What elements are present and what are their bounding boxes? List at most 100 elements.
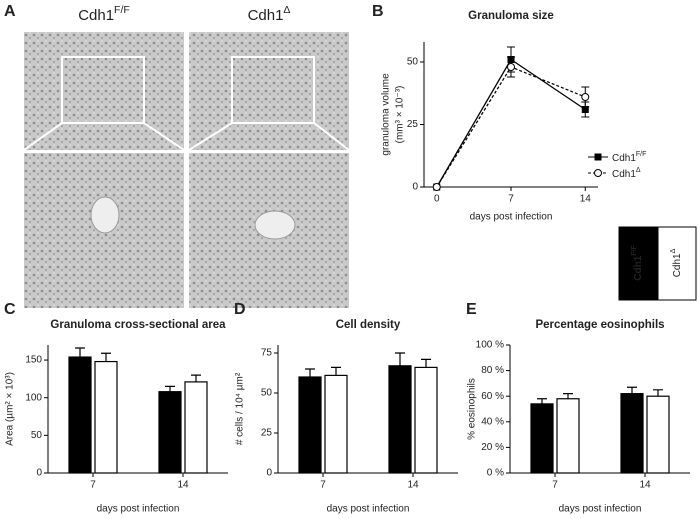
bar bbox=[158, 391, 182, 474]
key-box bbox=[618, 226, 658, 301]
error-bar bbox=[305, 368, 315, 377]
y-tick-label: 40 % bbox=[481, 416, 504, 427]
bar bbox=[184, 381, 208, 474]
y-tick-label: 25 bbox=[261, 428, 273, 439]
y-tick-label: 100 % bbox=[476, 340, 504, 351]
chart-title: Granuloma size bbox=[468, 10, 554, 22]
y-tick-label: 0 % bbox=[487, 468, 504, 479]
key-box bbox=[657, 226, 697, 301]
bar bbox=[324, 374, 348, 474]
zoom-lines bbox=[23, 122, 350, 151]
x-tick-label: 14 bbox=[177, 480, 189, 491]
image-header-sup: Δ bbox=[283, 4, 290, 16]
y-tick-label: 50 bbox=[261, 388, 273, 399]
x-tick-label: 7 bbox=[508, 194, 514, 205]
bar bbox=[94, 360, 118, 474]
vessel bbox=[90, 196, 120, 234]
chart-title: Granuloma cross-sectional area bbox=[50, 319, 226, 331]
x-tick-label: 14 bbox=[580, 194, 592, 205]
legend-label: Cdh1Δ bbox=[612, 167, 641, 179]
error-bar bbox=[563, 393, 573, 399]
y-tick-label: 0 bbox=[412, 182, 418, 193]
key-label-sup: Δ bbox=[670, 248, 677, 253]
x-axis-label: days post infection bbox=[470, 212, 553, 223]
marker bbox=[581, 93, 590, 101]
x-tick-label: 0 bbox=[434, 194, 440, 205]
vessel bbox=[254, 210, 296, 240]
error-bar bbox=[537, 398, 547, 404]
bar bbox=[530, 403, 554, 474]
bar bbox=[388, 365, 412, 474]
y-axis-label: Area (µm² × 10³) bbox=[5, 372, 16, 446]
legend-label-base: Cdh1 bbox=[612, 153, 636, 164]
series-line bbox=[436, 58, 586, 188]
panel-label: D bbox=[234, 301, 246, 318]
image-header-base: Cdh1 bbox=[248, 7, 284, 24]
zoom-box bbox=[61, 56, 145, 124]
bar bbox=[68, 356, 92, 474]
x-tick-label: 7 bbox=[552, 480, 558, 491]
y-axis-label: granuloma volume bbox=[381, 73, 392, 156]
y-axis-label: (mm³ × 10⁻³) bbox=[395, 86, 406, 144]
bar bbox=[646, 395, 670, 474]
y-tick-label: 100 bbox=[25, 392, 42, 403]
y-tick-label: 20 % bbox=[481, 442, 504, 453]
marker bbox=[581, 106, 589, 113]
legend-label-sup: Δ bbox=[636, 167, 641, 174]
x-axis-label: days post infection bbox=[327, 504, 410, 515]
panel-label: B bbox=[372, 3, 384, 20]
x-axis-label: days post infection bbox=[97, 504, 180, 515]
micrographs bbox=[23, 32, 350, 308]
panel-label: C bbox=[4, 301, 16, 318]
x-tick-label: 14 bbox=[407, 480, 419, 491]
key-label-sup: F/F bbox=[631, 245, 638, 256]
y-axis-label: # cells / 10⁴ µm² bbox=[235, 372, 246, 445]
error-bar bbox=[653, 389, 663, 397]
bar bbox=[414, 366, 438, 474]
bar bbox=[620, 393, 644, 474]
panel-label: A bbox=[4, 3, 16, 20]
legend-label-base: Cdh1 bbox=[612, 169, 636, 180]
key-label: Cdh1F/F bbox=[631, 245, 643, 281]
zoom-box bbox=[231, 56, 315, 124]
y-tick-label: 80 % bbox=[481, 365, 504, 376]
chart-title: Percentage eosinophils bbox=[535, 319, 664, 331]
error-bar bbox=[331, 366, 341, 376]
error-bar bbox=[395, 352, 405, 366]
legend-marker bbox=[594, 153, 602, 161]
error-bar bbox=[421, 358, 431, 368]
x-tick-label: 14 bbox=[639, 480, 651, 491]
y-tick-label: 50 bbox=[31, 430, 43, 441]
legend-label-sup: F/F bbox=[636, 151, 647, 158]
marker bbox=[432, 183, 441, 191]
y-tick-label: 25 bbox=[407, 119, 419, 130]
y-tick-label: 150 bbox=[25, 355, 42, 366]
panel-label: E bbox=[466, 301, 477, 318]
y-tick-label: 75 bbox=[261, 348, 273, 359]
error-bar bbox=[165, 385, 175, 392]
y-tick-label: 50 bbox=[407, 57, 419, 68]
x-tick-label: 7 bbox=[90, 480, 96, 491]
image-header: Cdh1Δ bbox=[248, 4, 291, 24]
image-header-base: Cdh1 bbox=[78, 7, 114, 24]
bar bbox=[298, 376, 322, 474]
image-header-sup: F/F bbox=[114, 4, 130, 16]
x-tick-label: 7 bbox=[320, 480, 326, 491]
error-bar bbox=[627, 386, 637, 394]
y-tick-label: 60 % bbox=[481, 391, 504, 402]
series-line bbox=[436, 66, 586, 188]
error-bar bbox=[75, 347, 85, 358]
chart-title: Cell density bbox=[336, 319, 401, 331]
x-axis-label: days post infection bbox=[559, 504, 642, 515]
bar bbox=[556, 398, 580, 474]
error-bar bbox=[101, 352, 111, 362]
image-header: Cdh1F/F bbox=[78, 4, 130, 24]
y-axis-label: % eosinophils bbox=[467, 378, 478, 440]
legend-label: Cdh1F/F bbox=[612, 151, 646, 163]
y-tick-label: 0 bbox=[36, 468, 42, 479]
error-bar bbox=[191, 374, 201, 382]
key-label-base: Cdh1 bbox=[672, 253, 683, 277]
key-label-base: Cdh1 bbox=[633, 255, 644, 280]
y-tick-label: 0 bbox=[266, 468, 272, 479]
